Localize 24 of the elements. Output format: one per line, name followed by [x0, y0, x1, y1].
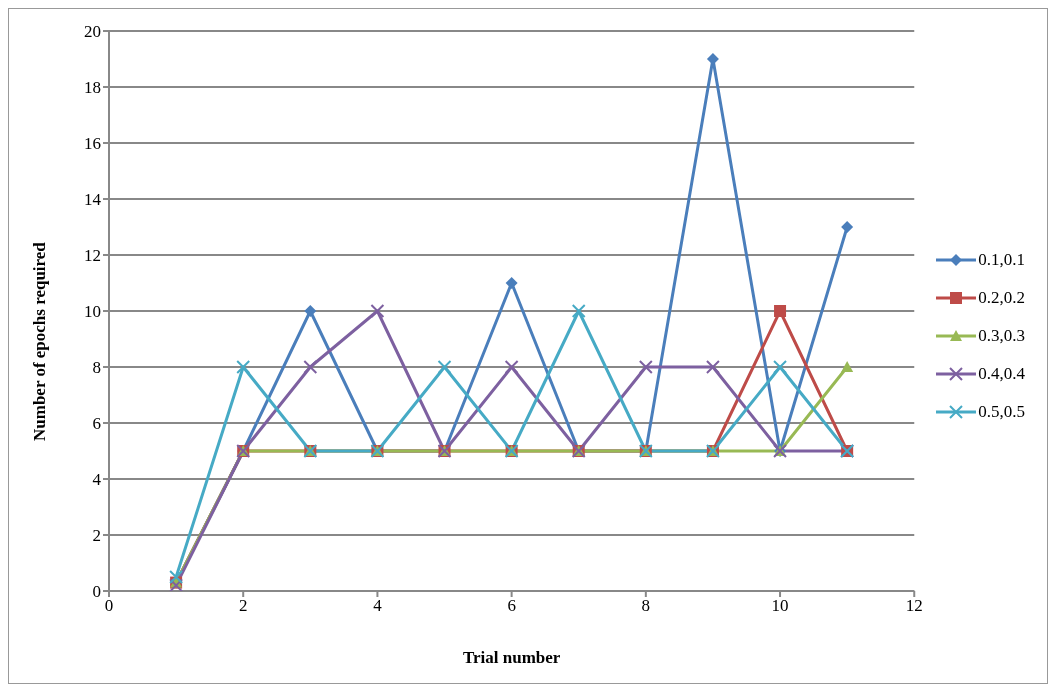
y-tick-label: 12 — [84, 246, 101, 266]
legend-label: 0.3,0.3 — [978, 326, 1025, 346]
y-tick-label: 0 — [92, 582, 101, 602]
x-tick-label: 12 — [905, 596, 923, 616]
x-axis-title: Trial number — [462, 648, 561, 667]
x-tick-label: 10 — [771, 596, 789, 616]
y-tick-label: 2 — [92, 526, 101, 546]
y-tick-label: 20 — [84, 22, 101, 42]
y-tick-label: 8 — [92, 358, 101, 378]
y-tick-label: 10 — [84, 302, 101, 322]
x-tick-label: 6 — [507, 596, 516, 616]
legend-label: 0.5,0.5 — [978, 402, 1025, 422]
y-tick-label: 6 — [92, 414, 101, 434]
y-tick-label: 4 — [92, 470, 102, 490]
x-tick-label: 4 — [373, 596, 383, 616]
legend-label: 0.4,0.4 — [978, 364, 1025, 384]
x-tick-label: 8 — [641, 596, 651, 616]
y-tick-label: 14 — [84, 190, 102, 210]
y-axis-title: Number of epochs required — [30, 241, 50, 441]
y-tick-label: 18 — [84, 78, 101, 98]
legend-label: 0.2,0.2 — [978, 288, 1025, 308]
y-tick-label: 16 — [84, 134, 101, 154]
legend-label: 0.1,0.1 — [978, 250, 1025, 270]
x-tick-label: 2 — [238, 596, 248, 616]
